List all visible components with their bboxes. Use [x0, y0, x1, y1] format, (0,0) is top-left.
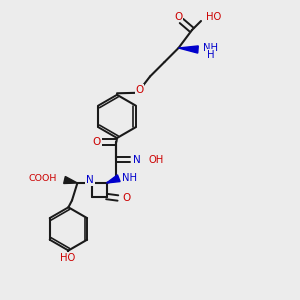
- Text: HO: HO: [206, 12, 221, 22]
- Polygon shape: [64, 176, 77, 184]
- Text: H: H: [207, 50, 214, 60]
- Text: O: O: [174, 11, 183, 22]
- Text: N: N: [133, 154, 141, 165]
- Text: COOH: COOH: [28, 174, 57, 183]
- Text: NH: NH: [203, 43, 218, 53]
- Text: O: O: [92, 137, 101, 147]
- Text: N: N: [86, 175, 94, 185]
- Polygon shape: [178, 46, 198, 53]
- Text: O: O: [135, 85, 144, 95]
- Text: OH: OH: [148, 154, 164, 165]
- Text: NH: NH: [122, 172, 137, 183]
- Polygon shape: [106, 175, 120, 183]
- Text: O: O: [122, 193, 130, 203]
- Text: HO: HO: [60, 253, 75, 263]
